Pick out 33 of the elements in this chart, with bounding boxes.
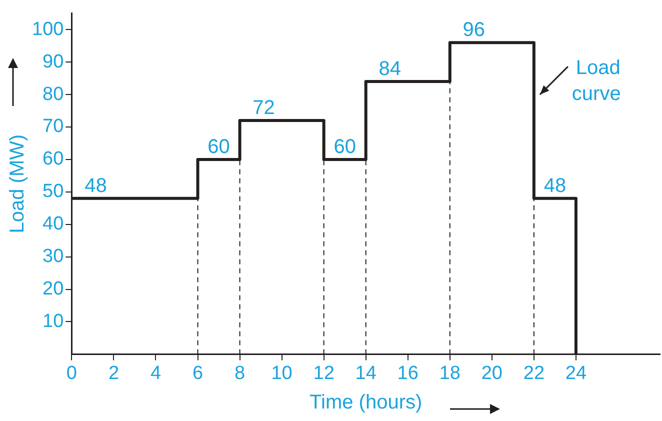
annotation: Load curve: [572, 57, 621, 106]
x-tick-label: 6: [192, 362, 204, 384]
y-tick-label: 10: [42, 310, 64, 332]
data-label: 96: [462, 19, 486, 42]
y-tick-label: 50: [42, 181, 64, 202]
y-tick-label: 60: [42, 148, 64, 170]
data-label: 84: [378, 58, 401, 80]
data-label: 60: [208, 136, 230, 158]
y-tick-label: 90: [42, 51, 64, 72]
x-tick-label: 10: [271, 362, 292, 384]
x-tick-label: 18: [439, 362, 460, 384]
x-axis-title: Time (hours): [310, 392, 422, 414]
x-tick-label: 8: [234, 362, 246, 384]
y-tick-label: 20: [42, 278, 64, 300]
x-tick-label: 20: [481, 362, 502, 384]
x-tick-label: 14: [355, 362, 377, 384]
x-tick-label: 2: [108, 362, 120, 384]
x-tick-label: 22: [523, 362, 545, 384]
x-tick-label: 12: [313, 362, 334, 384]
x-tick-label: 0: [66, 362, 77, 384]
y-axis-title: Load (MW): [6, 134, 29, 234]
x-tick-label: 16: [397, 362, 418, 384]
y-tick-label: 30: [42, 246, 64, 268]
data-label: 72: [252, 97, 275, 120]
x-tick-label: 24: [565, 362, 587, 384]
data-label: 48: [84, 174, 107, 197]
y-tick-label: 70: [42, 116, 64, 138]
y-tick-label: 100: [32, 18, 64, 40]
x-tick-label: 4: [150, 362, 162, 384]
y-tick-label: 40: [42, 214, 64, 235]
data-label: 48: [544, 174, 566, 197]
data-label: 60: [334, 136, 356, 158]
y-tick-label: 80: [42, 84, 64, 105]
